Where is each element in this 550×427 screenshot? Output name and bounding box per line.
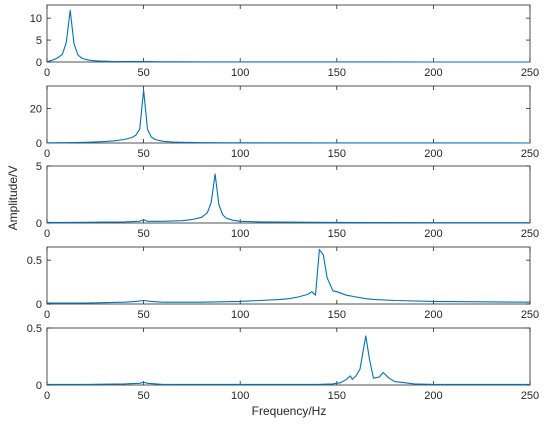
x-tick-label: 0 xyxy=(44,67,50,79)
x-tick-label: 200 xyxy=(424,67,442,79)
x-tick-label: 250 xyxy=(521,390,539,402)
x-tick-label: 250 xyxy=(521,148,539,160)
x-tick-label: 0 xyxy=(44,309,50,321)
x-tick-label: 200 xyxy=(424,309,442,321)
x-tick-label: 150 xyxy=(328,390,346,402)
axes-frame xyxy=(46,327,531,386)
x-tick-label: 250 xyxy=(521,228,539,240)
spectrum-line-1 xyxy=(46,9,530,63)
y-tick-label: 5 xyxy=(36,161,42,173)
x-tick-label: 250 xyxy=(521,67,539,79)
y-tick-label: 0 xyxy=(36,299,42,311)
x-tick-label: 100 xyxy=(231,148,249,160)
x-tick-label: 200 xyxy=(424,390,442,402)
spectrum-line-3 xyxy=(47,173,530,224)
y-tick-label: 0 xyxy=(36,138,42,150)
subplot-3: 0 50 100 150 200 250 0 5 xyxy=(36,161,539,240)
axes-frame xyxy=(46,4,531,63)
x-tick-label: 0 xyxy=(44,148,50,160)
y-tick-label: 0 xyxy=(36,218,42,230)
y-tick-label: 5 xyxy=(36,35,42,47)
y-axis-title: Amplitude/V xyxy=(6,166,20,231)
x-tick-label: 100 xyxy=(231,309,249,321)
x-tick-label: 150 xyxy=(328,309,346,321)
x-tick-label: 50 xyxy=(137,309,149,321)
x-tick-label: 200 xyxy=(424,228,442,240)
subplot-1: 0 50 100 150 200 250 0 5 10 xyxy=(30,4,539,79)
spectrum-line-4 xyxy=(47,249,531,304)
x-tick-label: 50 xyxy=(137,67,149,79)
y-tick-label: 0 xyxy=(36,380,42,392)
x-tick-label: 100 xyxy=(231,390,249,402)
axes-frame xyxy=(46,165,531,224)
x-tick-label: 50 xyxy=(137,390,149,402)
spectrum-line-5 xyxy=(47,335,530,385)
y-tick-label: 0.5 xyxy=(27,255,42,267)
subplot-4: 0 50 100 150 200 250 0 0.5 xyxy=(27,246,539,321)
spectrum-line-2 xyxy=(46,89,531,144)
x-tick-label: 100 xyxy=(231,67,249,79)
y-tick-label: 10 xyxy=(30,13,42,25)
x-tick-label: 150 xyxy=(328,148,346,160)
x-tick-label: 150 xyxy=(328,67,346,79)
subplot-2: 0 50 100 150 200 250 0 20 xyxy=(30,85,539,160)
y-tick-label: 0 xyxy=(36,57,42,69)
subplot-5: 0 50 100 150 200 250 0 0.5 xyxy=(27,323,539,402)
x-tick-label: 200 xyxy=(424,148,442,160)
axes-frame xyxy=(46,85,531,144)
x-tick-label: 0 xyxy=(44,390,50,402)
x-tick-label: 100 xyxy=(231,228,249,240)
x-tick-label: 0 xyxy=(44,228,50,240)
x-axis-title: Frequency/Hz xyxy=(252,404,327,418)
axes-frame xyxy=(46,246,531,305)
y-tick-label: 20 xyxy=(30,103,42,115)
x-tick-label: 250 xyxy=(521,309,539,321)
y-tick-label: 0.5 xyxy=(27,323,42,335)
x-tick-label: 150 xyxy=(328,228,346,240)
x-tick-label: 50 xyxy=(137,228,149,240)
x-tick-label: 50 xyxy=(137,148,149,160)
